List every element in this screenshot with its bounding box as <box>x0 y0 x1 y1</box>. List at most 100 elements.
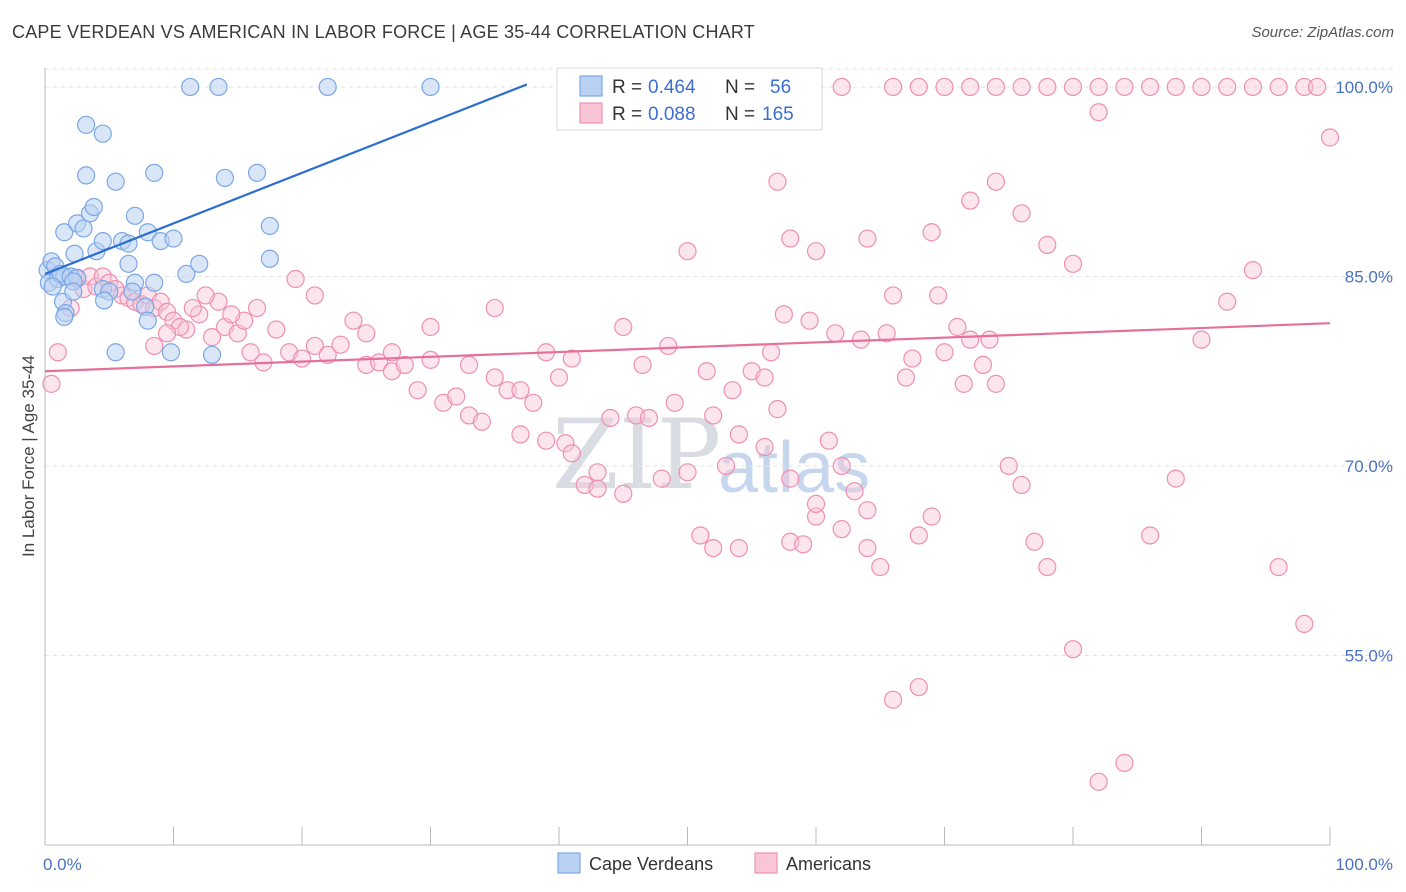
american-point-124 <box>980 330 999 349</box>
american-point-30 <box>318 345 337 364</box>
american-point-132 <box>1063 254 1083 273</box>
cape-verdean-point-39 <box>260 249 279 268</box>
american-point-100 <box>286 269 305 289</box>
american-point-130 <box>1012 204 1031 223</box>
cape-verdean-point-45 <box>202 345 222 364</box>
cape-verdean-point-31 <box>77 115 96 134</box>
cape-verdean-point-32 <box>93 124 112 143</box>
american-point-137 <box>1192 77 1211 97</box>
trend-lines <box>44 83 1331 373</box>
american-point-21 <box>202 328 222 347</box>
american-point-59 <box>678 463 697 482</box>
american-point-150 <box>1038 77 1057 97</box>
american-point-1 <box>48 343 67 362</box>
american-point-122 <box>928 286 948 305</box>
american-point-37 <box>408 381 427 400</box>
grid <box>45 68 1394 656</box>
legend-r-value-1: 0.088 <box>648 104 696 125</box>
american-point-72 <box>845 482 864 501</box>
cape-verdean-point-30 <box>190 254 209 273</box>
cape-verdean-point-18 <box>74 219 93 238</box>
american-point-42 <box>472 412 491 431</box>
cape-verdeans-trend-line <box>44 83 528 275</box>
american-point-147 <box>961 77 980 97</box>
american-point-32 <box>344 311 363 330</box>
american-point-86 <box>1025 532 1044 551</box>
american-point-144 <box>883 77 903 97</box>
legend-r-label-0: R = <box>612 77 642 98</box>
american-point-140 <box>1269 77 1288 97</box>
american-point-76 <box>896 368 916 387</box>
american-point-165 <box>588 463 607 482</box>
cape-verdean-point-43 <box>106 343 125 362</box>
american-point-161 <box>459 355 479 375</box>
y-tick-label-3: 100.0% <box>1335 78 1393 97</box>
legend-r-value-0: 0.464 <box>648 77 696 98</box>
american-point-81 <box>961 330 980 349</box>
chart-title: CAPE VERDEAN VS AMERICAN IN LABOR FORCE … <box>12 22 755 42</box>
american-point-164 <box>562 444 581 463</box>
american-point-111 <box>633 355 652 375</box>
cape-verdean-point-37 <box>247 163 267 182</box>
cape-verdean-point-36 <box>215 168 234 188</box>
american-point-61 <box>704 538 723 558</box>
legend-n-label-1: N = <box>725 104 755 125</box>
american-point-54 <box>614 484 633 503</box>
cape-verdean-point-52 <box>421 77 440 97</box>
american-point-101 <box>247 298 267 318</box>
american-point-110 <box>614 317 633 337</box>
cape-verdean-point-34 <box>77 166 96 185</box>
american-point-116 <box>774 305 793 324</box>
cape-verdean-point-26 <box>138 223 157 242</box>
american-point-49 <box>556 434 575 453</box>
cape-verdean-point-35 <box>145 163 164 182</box>
american-point-28 <box>292 349 312 368</box>
american-point-97 <box>1295 614 1314 634</box>
american-point-163 <box>537 431 556 450</box>
american-point-70 <box>819 431 838 450</box>
cape-verdean-point-47 <box>119 254 138 273</box>
american-point-173 <box>883 690 903 709</box>
american-point-48 <box>549 368 569 387</box>
american-point-117 <box>800 311 819 330</box>
x-ticks <box>44 827 1331 845</box>
legend: R = 0.464 N = 56 R = 0.088 N = 165 <box>556 67 823 131</box>
american-point-73 <box>858 501 877 520</box>
american-point-174 <box>909 677 928 697</box>
american-point-151 <box>1063 77 1083 97</box>
american-point-113 <box>697 362 716 381</box>
american-point-93 <box>1192 330 1211 349</box>
american-point-90 <box>1115 753 1134 772</box>
american-point-156 <box>678 242 697 261</box>
american-point-162 <box>511 381 530 400</box>
cape-verdean-point-54 <box>95 291 114 310</box>
cape-verdean-point-51 <box>318 77 337 97</box>
american-point-91 <box>1140 526 1160 545</box>
american-point-136 <box>1166 77 1185 97</box>
american-point-31 <box>331 335 350 354</box>
american-point-126 <box>858 229 877 248</box>
american-point-79 <box>935 343 954 362</box>
cape-verdean-point-22 <box>93 231 112 251</box>
american-point-139 <box>1243 77 1263 97</box>
american-point-135 <box>1140 77 1160 97</box>
american-point-158 <box>421 317 440 337</box>
american-point-52 <box>588 479 607 498</box>
american-point-87 <box>1038 557 1057 577</box>
american-point-66 <box>768 400 787 419</box>
bottom-legend-swatch-cape-verdeans <box>557 852 581 874</box>
american-point-63 <box>729 538 749 558</box>
american-point-152 <box>1089 77 1108 97</box>
american-point-56 <box>639 408 659 428</box>
american-point-112 <box>659 336 678 356</box>
american-point-125 <box>806 242 826 261</box>
american-point-96 <box>1269 557 1288 577</box>
american-point-89 <box>1089 772 1108 791</box>
american-point-129 <box>986 172 1006 191</box>
american-point-127 <box>922 223 941 242</box>
american-point-121 <box>903 349 922 368</box>
american-point-38 <box>421 350 440 369</box>
american-point-134 <box>1115 77 1134 97</box>
american-point-26 <box>267 320 286 339</box>
